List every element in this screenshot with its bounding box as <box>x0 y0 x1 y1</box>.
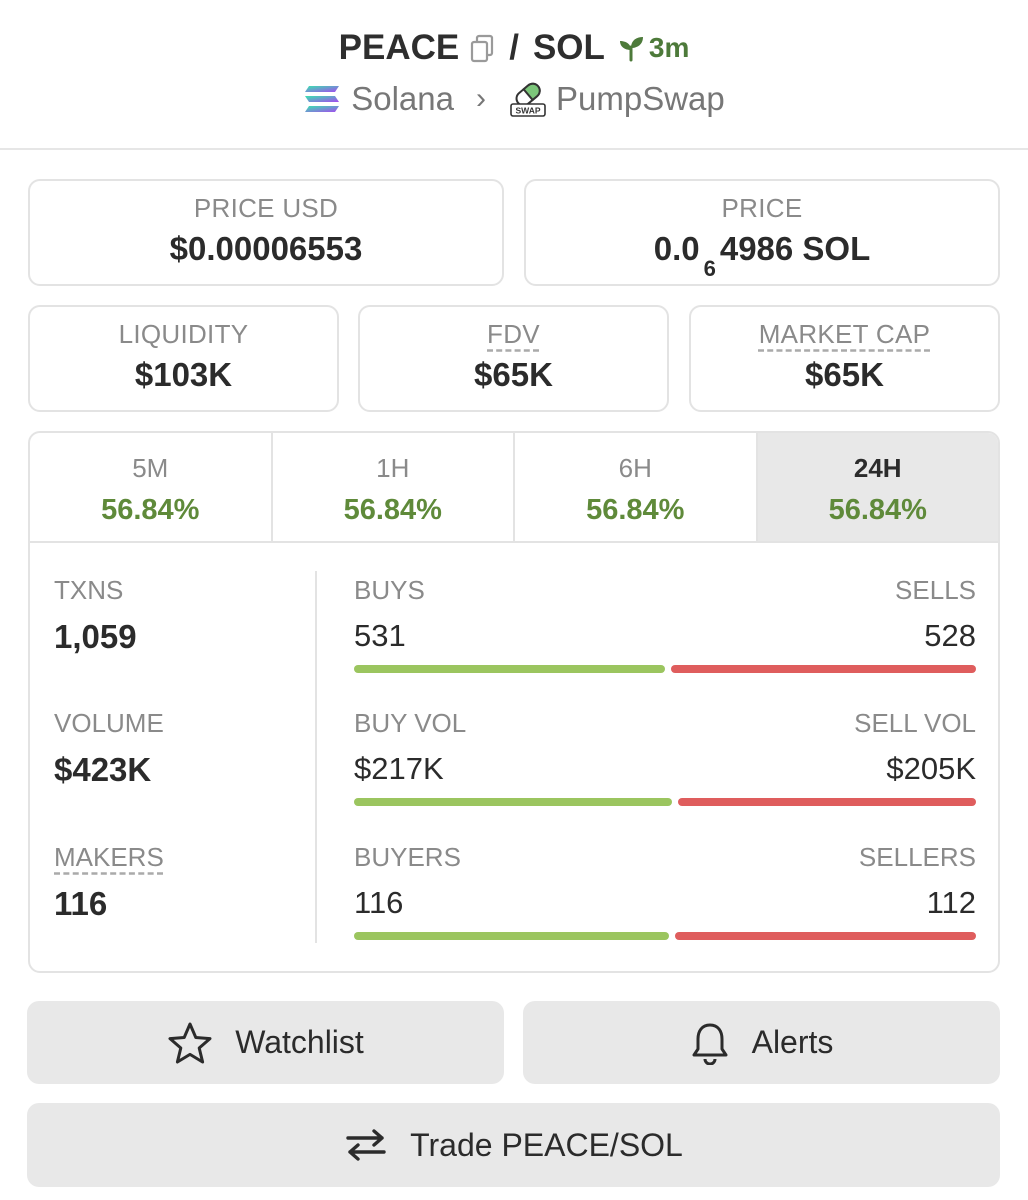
tab-label: 24H <box>853 453 902 483</box>
pair-age: 3m <box>617 32 689 64</box>
sells-value: 528 <box>924 618 976 653</box>
tab-6h[interactable]: 6H 56.84% <box>515 433 758 541</box>
buys-value: 531 <box>354 618 406 653</box>
price-usd-card: PRICE USD $0.00006553 <box>28 179 504 286</box>
alerts-button[interactable]: Alerts <box>523 1001 1000 1084</box>
txns-value: 1,059 <box>54 618 137 655</box>
copy-icon[interactable] <box>469 33 495 63</box>
buys-bar <box>354 665 665 673</box>
sellers-label: SELLERS <box>858 842 976 872</box>
makers-metric: MAKERS 116 <box>54 842 164 923</box>
base-token[interactable]: PEACE <box>338 28 460 67</box>
buys-label: BUYS <box>354 575 425 605</box>
trade-button[interactable]: Trade PEACE/SOL <box>27 1103 1000 1187</box>
price-usd-label: PRICE USD <box>193 193 339 223</box>
tab-label: 6H <box>618 453 652 483</box>
tab-label: 5M <box>132 453 169 483</box>
sells-bar <box>671 665 976 673</box>
age-text: 3m <box>648 32 690 63</box>
liquidity-value: $103K <box>134 356 233 393</box>
quote-token: SOL <box>532 28 605 67</box>
fdv-card[interactable]: FDV $65K <box>358 305 669 412</box>
tab-24h[interactable]: 24H 56.84% <box>757 433 998 541</box>
volume-split-row: BUY VOL SELL VOL $217K $205K <box>354 708 976 818</box>
tab-label: 1H <box>376 453 410 483</box>
makers-label[interactable]: MAKERS <box>54 842 164 872</box>
sells-label: SELLS <box>895 575 976 605</box>
chain-breadcrumb: Solana › SWAP PumpSwap <box>0 80 1028 118</box>
sellers-bar <box>675 932 976 940</box>
buyers-value: 116 <box>354 885 404 920</box>
swap-arrows-icon <box>346 1129 386 1161</box>
market-cap-card[interactable]: MARKET CAP $65K <box>689 305 1000 412</box>
watchlist-label: Watchlist <box>235 1024 364 1060</box>
dex-logo-text: SWAP <box>515 106 540 116</box>
sellers-value: 112 <box>926 885 976 920</box>
chevron-right-icon: › <box>476 82 486 115</box>
chain-name[interactable]: Solana <box>351 80 454 117</box>
bell-icon <box>692 1023 728 1065</box>
seedling-icon <box>619 37 643 62</box>
tab-5m[interactable]: 5M 56.84% <box>30 433 273 541</box>
makers-value: 116 <box>54 885 108 922</box>
buy-vol-label: BUY VOL <box>354 708 467 738</box>
txns-label: TXNS <box>54 575 124 605</box>
buyers-bar <box>354 932 669 940</box>
fdv-value: $65K <box>474 356 553 393</box>
buyers-label: BUYERS <box>354 842 461 872</box>
buy-vol-bar <box>354 798 672 806</box>
tab-1h[interactable]: 1H 56.84% <box>273 433 515 541</box>
sell-vol-value: $205K <box>886 751 976 786</box>
tab-change: 56.84% <box>828 494 927 526</box>
pair-title: PEACE / SOL 3m <box>0 28 1028 68</box>
volume-label: VOLUME <box>54 708 164 738</box>
volume-metric: VOLUME $423K <box>54 708 164 789</box>
dex-name[interactable]: PumpSwap <box>556 80 725 117</box>
price-native-value: 0.064986 SOL <box>526 230 998 281</box>
column-divider <box>315 571 317 943</box>
liquidity-card: LIQUIDITY $103K <box>28 305 339 412</box>
volume-bar <box>354 798 976 806</box>
pair-separator: / <box>509 28 519 67</box>
solana-icon <box>305 86 340 112</box>
buyers-sellers-bar <box>354 932 976 940</box>
trade-label: Trade PEACE/SOL <box>410 1126 683 1163</box>
liquidity-label: LIQUIDITY <box>118 319 249 349</box>
pair-header: PEACE / SOL 3m <box>0 0 1028 150</box>
txns-metric: TXNS 1,059 <box>54 575 137 656</box>
buyers-sellers-row: BUYERS SELLERS 116 112 <box>354 842 976 952</box>
tab-change: 56.84% <box>586 494 685 526</box>
fdv-label[interactable]: FDV <box>487 319 540 349</box>
sell-vol-bar <box>678 798 976 806</box>
price-native-card: PRICE 0.064986 SOL <box>524 179 1000 286</box>
buys-sells-row: BUYS SELLS 531 528 <box>354 575 976 685</box>
price-usd-value: $0.00006553 <box>169 230 363 267</box>
tab-change: 56.84% <box>343 494 442 526</box>
pumpswap-icon: SWAP <box>510 82 546 117</box>
alerts-label: Alerts <box>751 1024 834 1060</box>
price-suffix: 4986 SOL <box>719 230 871 267</box>
price-prefix: 0.0 <box>653 230 700 267</box>
star-icon <box>168 1022 212 1063</box>
market-cap-label[interactable]: MARKET CAP <box>758 319 931 349</box>
tab-change: 56.84% <box>101 494 200 526</box>
sell-vol-label: SELL VOL <box>854 708 976 738</box>
volume-value: $423K <box>54 751 152 788</box>
stats-body: TXNS 1,059 VOLUME $423K MAKERS 116 BUYS … <box>30 543 998 971</box>
price-zero-count: 6 <box>703 255 716 281</box>
stats-panel: 5M 56.84% 1H 56.84% 6H 56.84% 24H 56.84%… <box>28 431 1000 973</box>
market-cap-value: $65K <box>805 356 884 393</box>
buy-vol-value: $217K <box>354 751 444 786</box>
timeframe-tabs: 5M 56.84% 1H 56.84% 6H 56.84% 24H 56.84% <box>30 433 998 543</box>
watchlist-button[interactable]: Watchlist <box>27 1001 504 1084</box>
price-label: PRICE <box>721 193 803 223</box>
buys-sells-bar <box>354 665 976 673</box>
